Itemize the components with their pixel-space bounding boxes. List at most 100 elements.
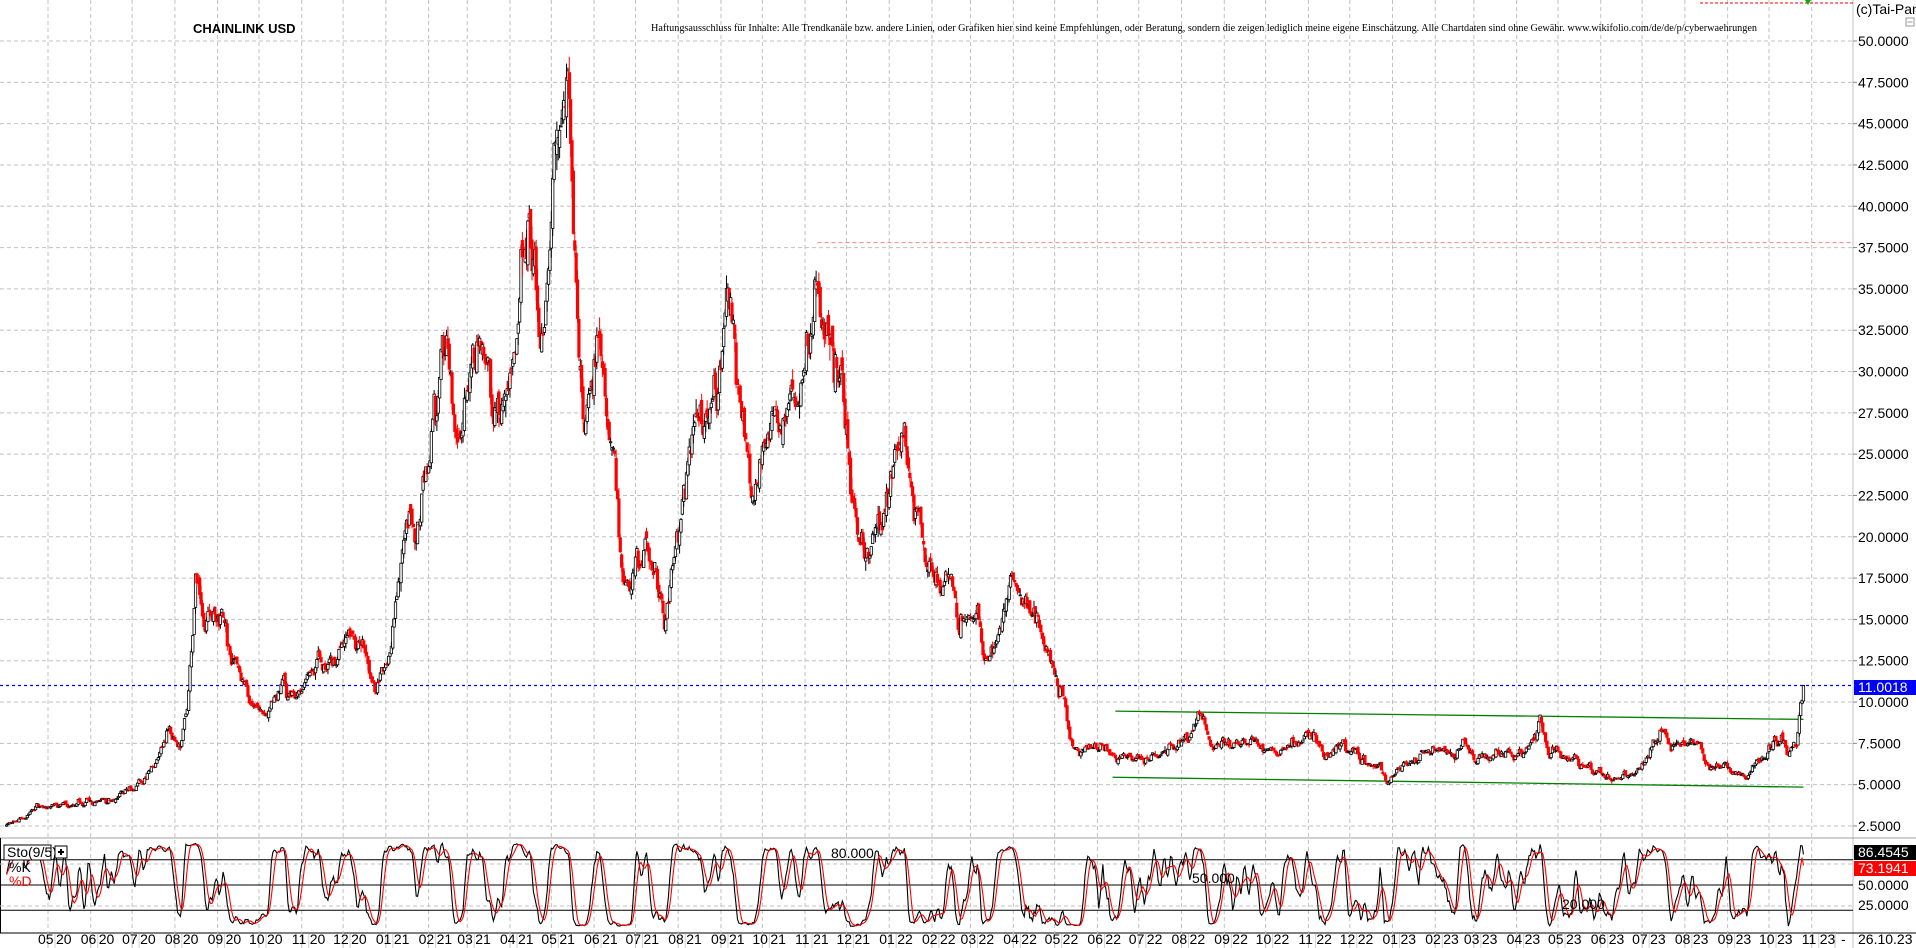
candle (1018, 588, 1022, 597)
candle (1035, 610, 1039, 628)
month-label: 12 (836, 931, 852, 947)
candle (799, 381, 803, 408)
level-50-label: 50.000 (1192, 870, 1235, 886)
candle-body (1665, 732, 1669, 738)
candle-body (387, 655, 391, 665)
candle (1748, 772, 1752, 778)
candle-body (191, 635, 195, 653)
candle-body (733, 324, 737, 339)
candle-body (731, 319, 735, 324)
candle-body (666, 601, 671, 604)
candle-body (862, 542, 866, 559)
indicator-name[interactable]: Sto(9/5) (7, 844, 57, 860)
candle-body (1248, 738, 1253, 745)
month-label: 07 (1632, 931, 1648, 947)
candle (1204, 723, 1208, 732)
candle-body (588, 390, 592, 394)
candle-body (799, 382, 803, 407)
candle-body (329, 655, 333, 658)
k-value-box (1854, 845, 1916, 860)
candle-body (439, 349, 443, 380)
candle (214, 613, 218, 627)
candle-body (1214, 744, 1218, 749)
candle (1036, 612, 1040, 619)
candle-body (455, 436, 460, 443)
candle-body (1537, 720, 1541, 734)
candle (162, 739, 166, 748)
candle-body (1599, 767, 1603, 774)
collapse-panel-icon[interactable] (1905, 17, 1915, 27)
candle (613, 449, 617, 457)
candle-body (920, 522, 924, 538)
candle-body (1036, 614, 1040, 617)
candle-body (349, 634, 353, 637)
candle-body (1455, 749, 1459, 759)
candle-body (665, 603, 669, 619)
candle (300, 689, 304, 694)
candle-body (981, 641, 985, 656)
candle (946, 567, 951, 585)
candle (831, 325, 835, 351)
chart-title: CHAINLINK USD (193, 21, 296, 36)
candle-body (145, 772, 149, 780)
year-label: 22 (1274, 931, 1290, 947)
candle (1053, 665, 1057, 675)
year-label: 21 (854, 931, 870, 947)
candle (1741, 772, 1745, 776)
year-label: 22 (1358, 931, 1374, 947)
candle-body (377, 680, 381, 683)
candle-body (668, 585, 672, 603)
candle-body (399, 562, 403, 584)
candle (1025, 592, 1029, 610)
footer-dash: - (1841, 931, 1846, 947)
candle-body (1048, 650, 1053, 663)
price-tick-label: 47.5000 (1858, 74, 1909, 90)
candle-body (1279, 749, 1283, 755)
candle-body (978, 621, 982, 627)
candle (174, 739, 178, 743)
price-tick-label: 32.5000 (1858, 322, 1909, 338)
candle (1061, 685, 1065, 697)
month-label: 04 (1507, 931, 1523, 947)
candle-body (620, 554, 624, 568)
candle (708, 406, 712, 430)
add-indicator-icon[interactable] (54, 845, 68, 859)
candle (1379, 761, 1384, 771)
candle (1017, 588, 1021, 593)
candle (348, 626, 352, 640)
candle (370, 675, 374, 684)
candle (669, 567, 673, 590)
candle (631, 568, 635, 595)
candle-body (562, 100, 566, 121)
candle-body (1097, 750, 1101, 753)
candle-body (996, 634, 1000, 643)
month-label: 02 (419, 931, 435, 947)
candle-body (813, 279, 817, 323)
candle (415, 521, 420, 545)
price-tick-label: 12.5000 (1858, 653, 1909, 669)
candle-body (170, 732, 174, 740)
candle-body (636, 550, 640, 568)
candle-body (1635, 770, 1639, 774)
candle-body (757, 459, 762, 489)
candle-body (526, 220, 530, 266)
d-value-box (1854, 861, 1916, 876)
candle (571, 167, 575, 235)
candle-body (992, 647, 996, 654)
candle-body (564, 77, 569, 118)
month-label: 11 (1802, 931, 1817, 947)
candle-body (956, 617, 960, 630)
candle-body (1315, 735, 1319, 744)
candle-body (974, 613, 978, 620)
candle (1243, 738, 1247, 744)
candle-body (411, 523, 416, 528)
candle-body (951, 576, 955, 587)
year-label: 20 (310, 931, 326, 947)
candle-body (221, 612, 225, 618)
candle (735, 378, 740, 386)
candle (1186, 740, 1191, 744)
candle-body (1589, 762, 1593, 771)
candle-body (788, 393, 792, 401)
candle (755, 479, 759, 485)
